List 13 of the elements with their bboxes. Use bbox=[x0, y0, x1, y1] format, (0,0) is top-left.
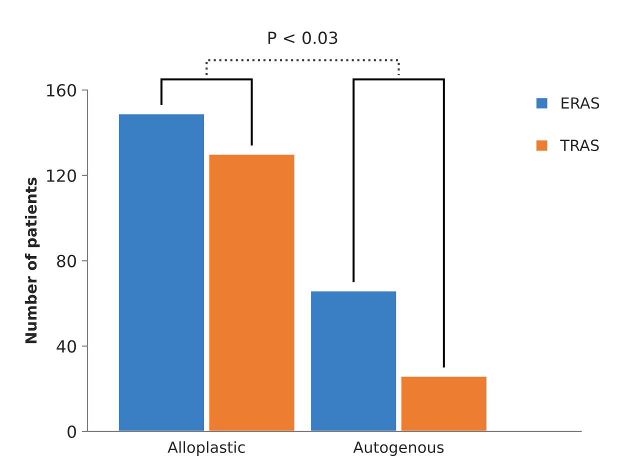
x-tick-label: Alloplastic bbox=[168, 441, 245, 456]
bar bbox=[400, 375, 488, 432]
y-tick-label: 160 bbox=[47, 84, 76, 97]
legend-label: TRAS bbox=[560, 140, 599, 152]
y-axis-title: Number of patients bbox=[24, 178, 40, 344]
y-tick-label: 80 bbox=[57, 254, 76, 268]
bar bbox=[208, 153, 296, 432]
y-tick-label: 120 bbox=[47, 169, 76, 182]
x-tick-label: Autogenous bbox=[353, 442, 444, 456]
y-tick-label: 0 bbox=[68, 425, 76, 438]
legend-label: ERAS bbox=[562, 97, 600, 109]
y-tick-label: 40 bbox=[56, 340, 76, 353]
text: P < 0.03 bbox=[268, 32, 338, 44]
